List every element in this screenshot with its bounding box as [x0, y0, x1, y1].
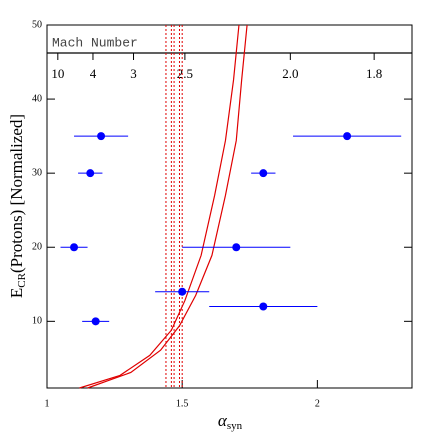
x-tick-label: 1 [45, 398, 50, 409]
mach-tick-label: 1.8 [366, 66, 382, 81]
mach-tick-label: 2.5 [177, 66, 193, 81]
data-point [91, 317, 100, 326]
mach-tick-label: 4 [90, 66, 97, 81]
model-curve [87, 24, 248, 389]
data-point [232, 243, 241, 252]
y-label-sub: CR [16, 272, 28, 287]
data-point [178, 287, 187, 296]
y-label-rest: (Protons) [Normalized] [7, 114, 26, 273]
x-label-sub: syn [227, 420, 243, 432]
y-tick-label: 50 [32, 19, 42, 30]
y-axis-label: ECR(Protons) [Normalized] [7, 114, 28, 298]
mach-tick-label: 2.0 [282, 66, 298, 81]
y-tick-label: 40 [32, 93, 42, 104]
x-axis-label: αsyn [218, 411, 243, 432]
y-tick-label: 20 [32, 242, 42, 253]
data-point [70, 243, 79, 252]
x-tick-label: 1.5 [176, 398, 189, 409]
model-curve [79, 24, 240, 389]
y-tick-label: 30 [32, 167, 42, 178]
mach-axis-label: Mach Number [52, 35, 138, 50]
mach-tick-label: 10 [51, 66, 64, 81]
mach-tick-label: 3 [130, 66, 137, 81]
x-tick-label: 2 [315, 398, 320, 409]
y-tick-label: 10 [32, 316, 42, 327]
data-point [259, 169, 268, 178]
y-label: E [7, 288, 26, 298]
data-point [259, 302, 268, 311]
x-label: α [218, 411, 228, 430]
data-point [343, 132, 352, 141]
plot-frame [46, 24, 413, 389]
data-point [86, 169, 95, 178]
data-point [97, 132, 106, 141]
